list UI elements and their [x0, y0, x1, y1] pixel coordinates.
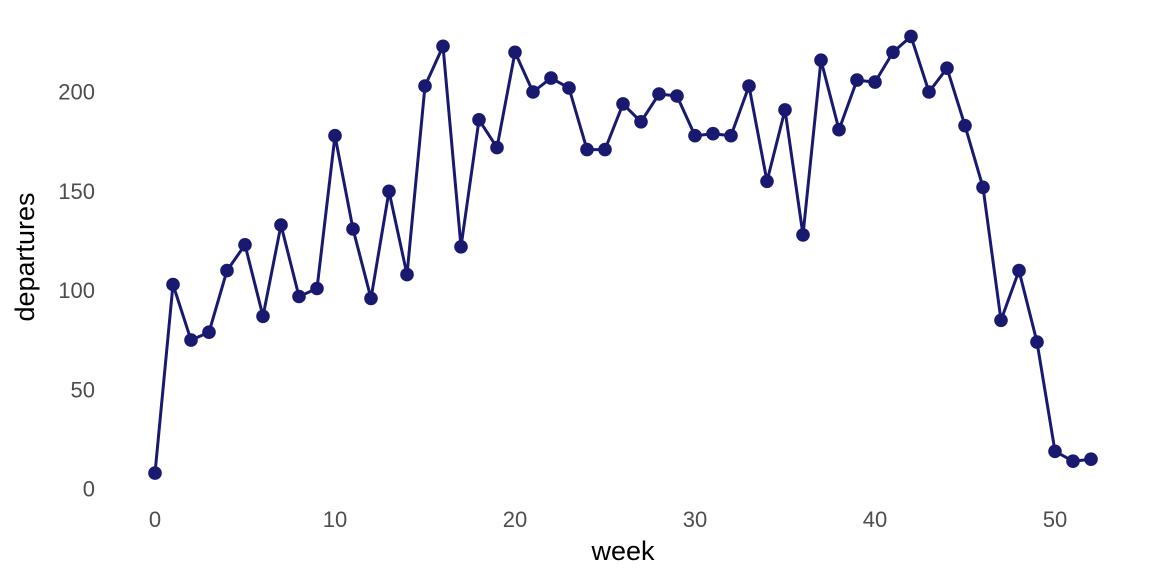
data-point: [616, 97, 630, 111]
data-point: [274, 218, 288, 232]
data-point: [364, 291, 378, 306]
data-point: [778, 103, 792, 117]
x-axis-tick-label: 20: [503, 507, 527, 532]
y-axis-title: departures: [10, 192, 40, 321]
data-point: [958, 118, 972, 133]
data-point: [184, 333, 198, 347]
data-point: [652, 87, 666, 101]
data-point: [292, 289, 306, 304]
x-axis-tick-labels: 0 10 20 30 40 50: [149, 507, 1067, 532]
x-axis-tick-label: 0: [149, 507, 161, 532]
x-axis-tick-label: 30: [683, 507, 707, 532]
data-point: [832, 122, 846, 137]
data-point: [1066, 454, 1080, 469]
data-point: [400, 267, 414, 282]
data-point: [886, 45, 900, 60]
data-point: [688, 128, 702, 143]
data-point: [868, 75, 882, 89]
data-point: [220, 263, 234, 278]
y-axis-tick-label: 100: [58, 278, 95, 303]
data-point: [382, 184, 396, 199]
data-point: [202, 325, 216, 340]
x-axis-tick-label: 50: [1043, 507, 1067, 532]
data-point: [436, 39, 450, 54]
data-point: [238, 238, 252, 252]
data-point: [490, 140, 504, 155]
data-point: [1012, 263, 1026, 278]
x-axis-tick-label: 10: [323, 507, 347, 532]
y-axis-tick-label: 0: [83, 477, 95, 502]
x-axis-tick-label: 40: [863, 507, 887, 532]
data-point: [706, 126, 720, 141]
y-axis-tick-label: 50: [71, 377, 95, 402]
data-point: [454, 240, 468, 254]
data-point: [994, 313, 1008, 328]
plot-area: [148, 29, 1098, 480]
data-point: [166, 277, 180, 292]
data-point: [472, 113, 486, 127]
data-point: [1084, 452, 1098, 467]
data-point: [742, 79, 756, 93]
data-point: [310, 281, 324, 296]
x-axis-title: week: [590, 536, 655, 566]
data-point: [508, 45, 522, 60]
y-axis-tick-labels: 0 50 100 150 200: [58, 80, 95, 502]
data-point: [256, 309, 270, 324]
data-point: [148, 466, 162, 480]
data-point: [904, 29, 918, 44]
y-axis-tick-label: 200: [58, 80, 95, 105]
data-point: [634, 115, 648, 129]
data-point: [670, 89, 684, 103]
data-point: [814, 53, 828, 67]
data-point: [526, 85, 540, 99]
data-point: [940, 61, 954, 75]
data-point: [922, 85, 936, 99]
data-point: [760, 174, 774, 189]
data-point: [346, 222, 360, 236]
data-point: [598, 142, 612, 157]
data-point: [328, 128, 342, 143]
data-point: [796, 228, 810, 242]
data-point: [1048, 444, 1062, 459]
data-point: [850, 73, 864, 87]
data-point: [724, 128, 738, 143]
data-point: [544, 71, 558, 85]
data-point: [1030, 335, 1044, 349]
data-point: [976, 180, 990, 195]
data-point: [562, 81, 576, 95]
y-axis-tick-label: 150: [58, 179, 95, 204]
data-point: [580, 142, 594, 157]
data-point: [418, 79, 432, 93]
